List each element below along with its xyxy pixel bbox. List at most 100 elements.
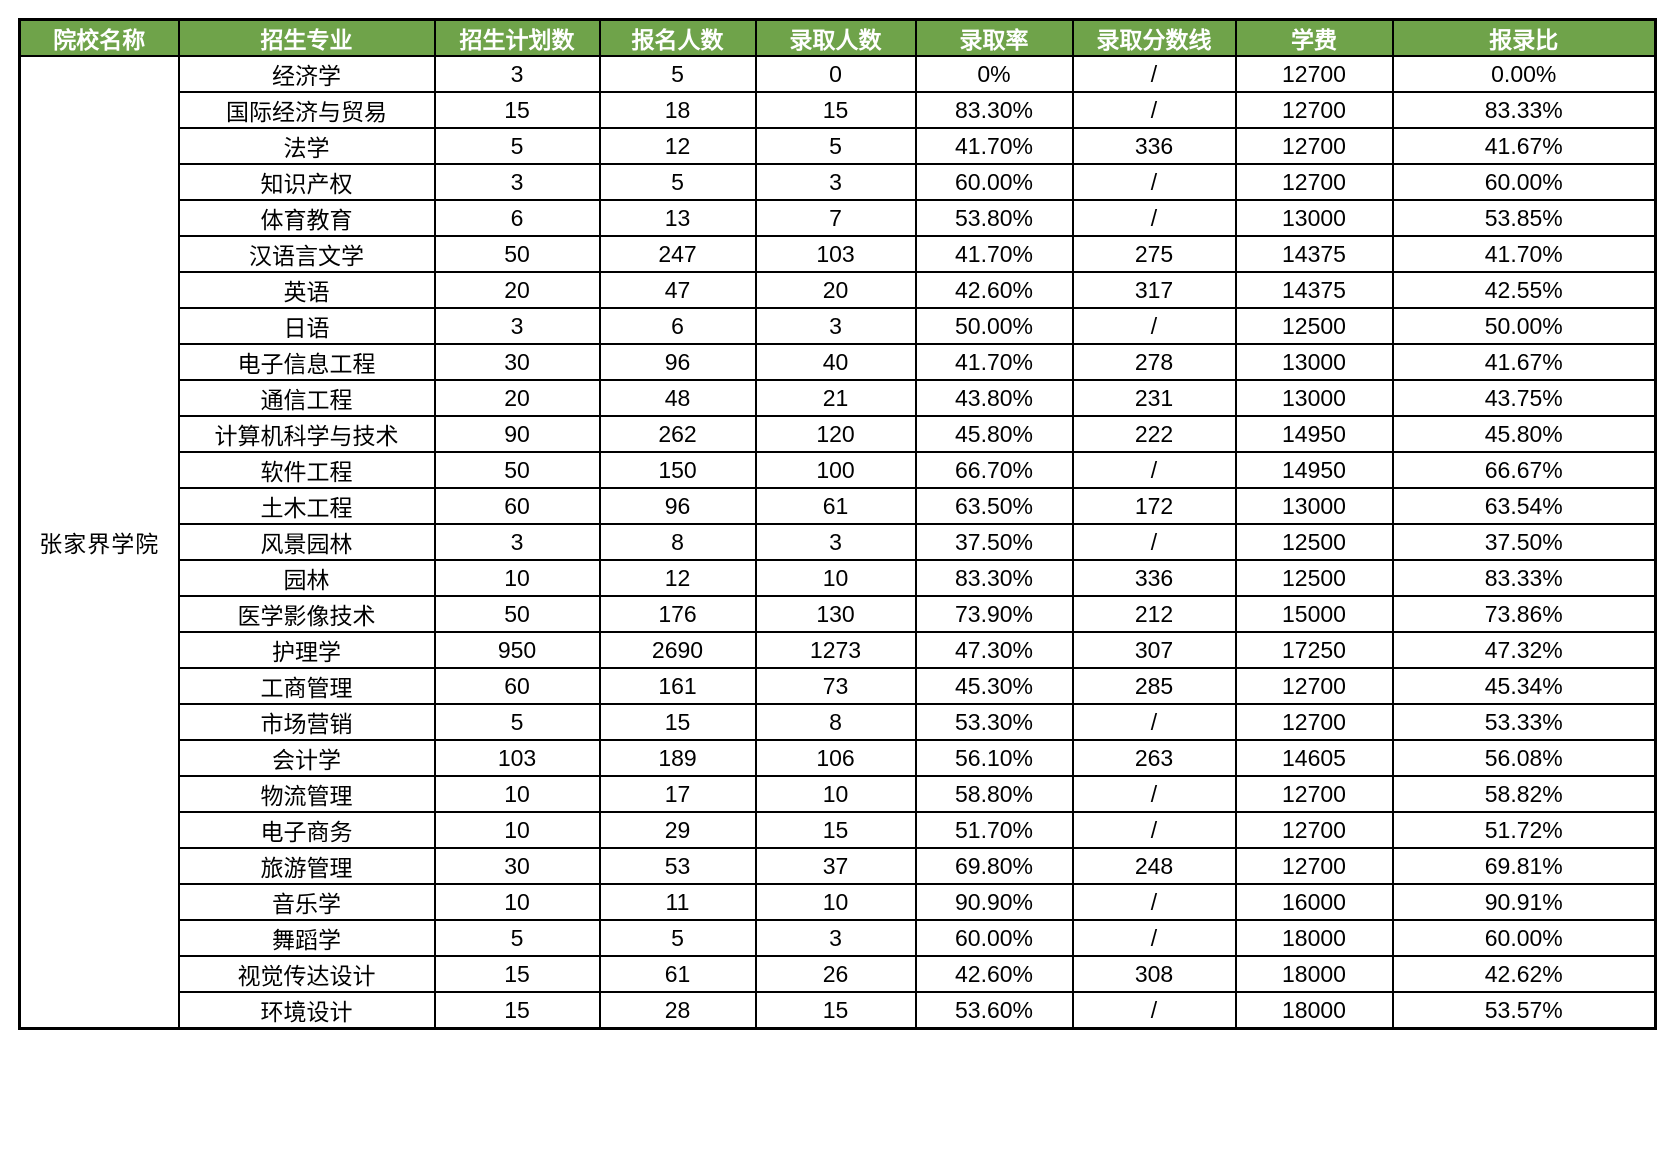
table-cell-apply-admit-ratio: 83.33% (1391, 91, 1657, 129)
table-cell-applicants: 12 (598, 559, 757, 597)
table-row: 会计学 103 189 106 56.10% 263 14605 56.08% (20, 739, 1657, 777)
table-cell-admitted: 10 (754, 559, 917, 597)
table-cell-apply-admit-ratio: 45.34% (1391, 667, 1657, 705)
table-cell-cutoff-score: 212 (1071, 595, 1237, 633)
table-cell-cutoff-score: / (1071, 91, 1237, 129)
table-cell-major: 土木工程 (177, 487, 436, 525)
table-cell-apply-admit-ratio: 41.67% (1391, 127, 1657, 165)
table-cell-applicants: 2690 (598, 631, 757, 669)
table-cell-major: 计算机科学与技术 (177, 415, 436, 453)
table-cell-apply-admit-ratio: 66.67% (1391, 451, 1657, 489)
table-cell-admission-rate: 50.00% (914, 307, 1074, 345)
table-row: 舞蹈学 5 5 3 60.00%/18000 60.00% (20, 919, 1657, 957)
table-cell-admission-rate: 83.30% (914, 559, 1074, 597)
table-cell-tuition: 12700 (1234, 775, 1394, 813)
table-cell-major: 法学 (177, 127, 436, 165)
table-cell-cutoff-score: / (1071, 703, 1237, 741)
table-cell-tuition: 13000 (1234, 487, 1394, 525)
table-row: 环境设计 15 28 15 53.60%/18000 53.57% (20, 991, 1657, 1030)
table-cell-admission-rate: 73.90% (914, 595, 1074, 633)
table-cell-applicants: 96 (598, 343, 757, 381)
table-cell-planned-enrollment: 950 (433, 631, 601, 669)
table-cell-applicants: 15 (598, 703, 757, 741)
table-row: 国际经济与贸易 15 18 15 83.30%/12700 83.33% (20, 91, 1657, 129)
table-cell-cutoff-score: / (1071, 775, 1237, 813)
table-cell-applicants: 12 (598, 127, 757, 165)
table-cell-tuition: 14950 (1234, 451, 1394, 489)
table-cell-cutoff-score: / (1071, 163, 1237, 201)
table-cell-planned-enrollment: 20 (433, 379, 601, 417)
table-cell-admission-rate: 0% (914, 55, 1074, 93)
table-cell-admission-rate: 42.60% (914, 271, 1074, 309)
table-cell-admitted: 10 (754, 775, 917, 813)
table-cell-admission-rate: 69.80% (914, 847, 1074, 885)
table-cell-cutoff-score: / (1071, 451, 1237, 489)
table-cell-major: 英语 (177, 271, 436, 309)
header-admitted: 录取人数 (754, 18, 917, 57)
table-cell-applicants: 5 (598, 163, 757, 201)
table-cell-tuition: 15000 (1234, 595, 1394, 633)
table-cell-apply-admit-ratio: 42.55% (1391, 271, 1657, 309)
table-cell-planned-enrollment: 90 (433, 415, 601, 453)
table-cell-admission-rate: 60.00% (914, 163, 1074, 201)
table-cell-planned-enrollment: 30 (433, 343, 601, 381)
table-row: 护理学 950 2690 1273 47.30% 307 17250 47.32% (20, 631, 1657, 669)
table-row: 计算机科学与技术 90 262 120 45.80% 222 14950 45.80% (20, 415, 1657, 453)
table-cell-apply-admit-ratio: 60.00% (1391, 163, 1657, 201)
table-cell-cutoff-score: 278 (1071, 343, 1237, 381)
header-college-name: 院校名称 (18, 18, 180, 57)
table-cell-major: 知识产权 (177, 163, 436, 201)
table-cell-tuition: 12700 (1234, 847, 1394, 885)
table-cell-applicants: 8 (598, 523, 757, 561)
table-cell-admitted: 3 (754, 919, 917, 957)
table-cell-major: 电子商务 (177, 811, 436, 849)
table-cell-admitted: 20 (754, 271, 917, 309)
table-cell-planned-enrollment: 3 (433, 163, 601, 201)
table-cell-apply-admit-ratio: 90.91% (1391, 883, 1657, 921)
table-row: 工商管理 60 161 73 45.30% 285 12700 45.34% (20, 667, 1657, 705)
table-cell-cutoff-score: / (1071, 919, 1237, 957)
table-cell-planned-enrollment: 15 (433, 955, 601, 993)
table-row: 英语 20 47 20 42.60% 317 14375 42.55% (20, 271, 1657, 309)
table-cell-major: 医学影像技术 (177, 595, 436, 633)
table-cell-cutoff-score: / (1071, 883, 1237, 921)
table-cell-admitted: 73 (754, 667, 917, 705)
table-cell-apply-admit-ratio: 42.62% (1391, 955, 1657, 993)
table-cell-tuition: 12500 (1234, 523, 1394, 561)
table-cell-planned-enrollment: 5 (433, 127, 601, 165)
table-cell-tuition: 12700 (1234, 91, 1394, 129)
table-cell-applicants: 247 (598, 235, 757, 273)
table-cell-cutoff-score: 307 (1071, 631, 1237, 669)
table-cell-tuition: 12700 (1234, 55, 1394, 93)
table-body: 张家界学院 经济学 3 5 0 0%/12700 0.00% 国际经济与贸易 15 18 15 83.… (18, 55, 1657, 1030)
table-cell-admission-rate: 43.80% (914, 379, 1074, 417)
table-cell-cutoff-score: 275 (1071, 235, 1237, 273)
table-cell-admitted: 37 (754, 847, 917, 885)
table-row: 汉语言文学 50 247 103 41.70% 275 14375 41.70% (20, 235, 1657, 273)
table-cell-admitted: 15 (754, 91, 917, 129)
table-cell-major: 体育教育 (177, 199, 436, 237)
table-cell-major: 舞蹈学 (177, 919, 436, 957)
table-cell-cutoff-score: 172 (1071, 487, 1237, 525)
table-cell-admitted: 130 (754, 595, 917, 633)
table-row: 风景园林 3 8 3 37.50%/12500 37.50% (20, 523, 1657, 561)
table-cell-applicants: 11 (598, 883, 757, 921)
table-row: 视觉传达设计 15 61 26 42.60% 308 18000 42.62% (20, 955, 1657, 993)
table-cell-applicants: 5 (598, 919, 757, 957)
table-cell-cutoff-score: 222 (1071, 415, 1237, 453)
table-row: 电子信息工程 30 96 40 41.70% 278 13000 41.67% (20, 343, 1657, 381)
table-row: 医学影像技术 50 176 130 73.90% 212 15000 73.86% (20, 595, 1657, 633)
table-cell-admission-rate: 53.30% (914, 703, 1074, 741)
table-cell-applicants: 17 (598, 775, 757, 813)
table-cell-tuition: 14375 (1234, 271, 1394, 309)
table-cell-admitted: 15 (754, 991, 917, 1030)
table-cell-cutoff-score: 317 (1071, 271, 1237, 309)
table-cell-cutoff-score: 336 (1071, 559, 1237, 597)
table-cell-tuition: 12700 (1234, 811, 1394, 849)
table-cell-tuition: 12500 (1234, 307, 1394, 345)
table-cell-applicants: 61 (598, 955, 757, 993)
table-cell-cutoff-score: / (1071, 991, 1237, 1030)
table-cell-admitted: 7 (754, 199, 917, 237)
table-cell-planned-enrollment: 10 (433, 883, 601, 921)
table-row: 旅游管理 30 53 37 69.80% 248 12700 69.81% (20, 847, 1657, 885)
